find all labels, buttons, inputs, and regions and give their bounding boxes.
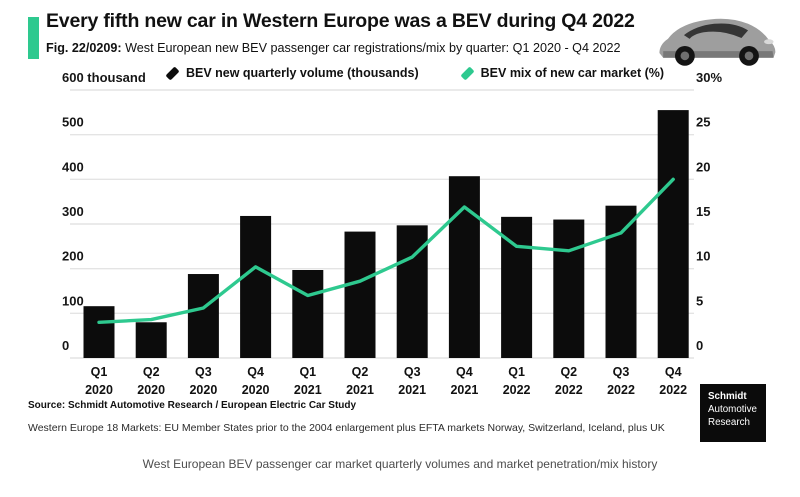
left-axis-tick-label: 600 thousand	[62, 70, 146, 85]
left-axis-tick-label: 300	[62, 204, 84, 219]
x-axis-label-year: 2021	[346, 383, 374, 397]
x-axis-label-year: 2022	[659, 383, 687, 397]
image-caption: West European BEV passenger car market q…	[142, 457, 658, 471]
market-definition-note: Western Europe 18 Markets: EU Member Sta…	[28, 422, 665, 434]
x-axis-label-year: 2022	[555, 383, 583, 397]
figure-number: Fig. 22/0209:	[46, 41, 122, 55]
right-axis-tick-label: 20	[696, 159, 710, 174]
x-axis-label-year: 2021	[398, 383, 426, 397]
x-axis-label-quarter: Q2	[560, 365, 577, 379]
car-photo-vw-id3	[659, 18, 776, 66]
bar-Q4-2020	[240, 215, 272, 358]
x-axis-label-year: 2020	[189, 383, 217, 397]
bar-Q2-2021	[344, 231, 376, 358]
bar-Q1-2021	[292, 270, 324, 358]
logo-line-1: Schmidt	[708, 391, 747, 402]
subtitle-text: West European new BEV passenger car regi…	[121, 41, 621, 55]
schmidt-logo: Schmidt Automotive Research	[700, 384, 766, 442]
left-axis-tick-label: 500	[62, 115, 84, 130]
right-axis-tick-label: 0	[696, 338, 703, 353]
page-subtitle: Fig. 22/0209: West European new BEV pass…	[46, 41, 621, 55]
car-wheel-front-hub	[680, 51, 690, 61]
bar-Q3-2022	[605, 205, 637, 358]
right-axis-tick-label: 10	[696, 249, 710, 264]
x-axis-label-year: 2022	[607, 383, 635, 397]
bar-Q4-2021	[448, 176, 480, 358]
bar-Q2-2020	[135, 322, 167, 358]
left-axis-tick-label: 100	[62, 293, 84, 308]
bar-Q3-2020	[187, 274, 219, 358]
chart-area: BEV new quarterly volume (thousands) BEV…	[20, 64, 780, 406]
x-axis-label-year: 2021	[294, 383, 322, 397]
legend-mix-label: BEV mix of new car market (%)	[480, 66, 665, 80]
x-axis-label-quarter: Q1	[508, 365, 525, 379]
x-axis-label-quarter: Q2	[143, 365, 160, 379]
x-axis-label-year: 2021	[450, 383, 478, 397]
mix-dash-icon	[460, 65, 475, 81]
source-block: Source: Schmidt Automotive Research / Eu…	[28, 401, 665, 434]
x-axis-label-year: 2020	[85, 383, 113, 397]
logo-line-2: Automotive	[708, 403, 758, 415]
left-axis-tick-label: 400	[62, 159, 84, 174]
x-axis-label-year: 2020	[137, 383, 165, 397]
title-accent-bar	[28, 17, 39, 59]
chart-svg: 0 100 200 300 400 500 600 thousand 0 5 10 15 20 25 30…	[62, 70, 722, 397]
x-axis-label-quarter: Q4	[247, 365, 264, 379]
volume-diamond-icon	[165, 65, 180, 81]
logo-line-3: Research	[708, 416, 750, 428]
right-axis-tick-label: 5	[696, 293, 703, 308]
right-axis-tick-label: 15	[696, 204, 710, 219]
bar-Q4-2022	[657, 110, 689, 358]
x-axis-label-quarter: Q3	[195, 365, 212, 379]
car-window	[683, 23, 749, 39]
x-axis-label-quarter: Q1	[91, 365, 108, 379]
x-axis-label-year: 2020	[242, 383, 270, 397]
x-axis-label-quarter: Q1	[299, 365, 316, 379]
legend-item-volume: BEV new quarterly volume (thousands)	[165, 65, 419, 81]
left-axis-tick-label: 0	[62, 338, 69, 353]
page-title: Every fifth new car in Western Europe wa…	[46, 10, 635, 32]
chart-legend: BEV new quarterly volume (thousands) BEV…	[90, 65, 740, 81]
x-axis-label-quarter: Q2	[352, 365, 369, 379]
car-headlight	[764, 39, 774, 45]
bar-Q2-2022	[553, 219, 585, 358]
right-axis-tick-label: 30%	[696, 70, 722, 85]
x-axis-label-quarter: Q3	[613, 365, 630, 379]
bar-Q1-2020	[83, 306, 115, 358]
car-wheel-rear-hub	[744, 51, 754, 61]
right-axis-tick-label: 25	[696, 115, 710, 130]
legend-volume-label: BEV new quarterly volume (thousands)	[185, 66, 419, 80]
bev-mix-line	[97, 177, 675, 324]
left-axis-tick-label: 200	[62, 249, 84, 264]
x-axis-label-quarter: Q4	[665, 365, 682, 379]
source-line: Source: Schmidt Automotive Research / Eu…	[28, 400, 357, 411]
x-axis-label-quarter: Q4	[456, 365, 473, 379]
x-axis-label-year: 2022	[503, 383, 531, 397]
x-axis-label-quarter: Q3	[404, 365, 421, 379]
legend-item-mix: BEV mix of new car market (%)	[460, 65, 665, 81]
